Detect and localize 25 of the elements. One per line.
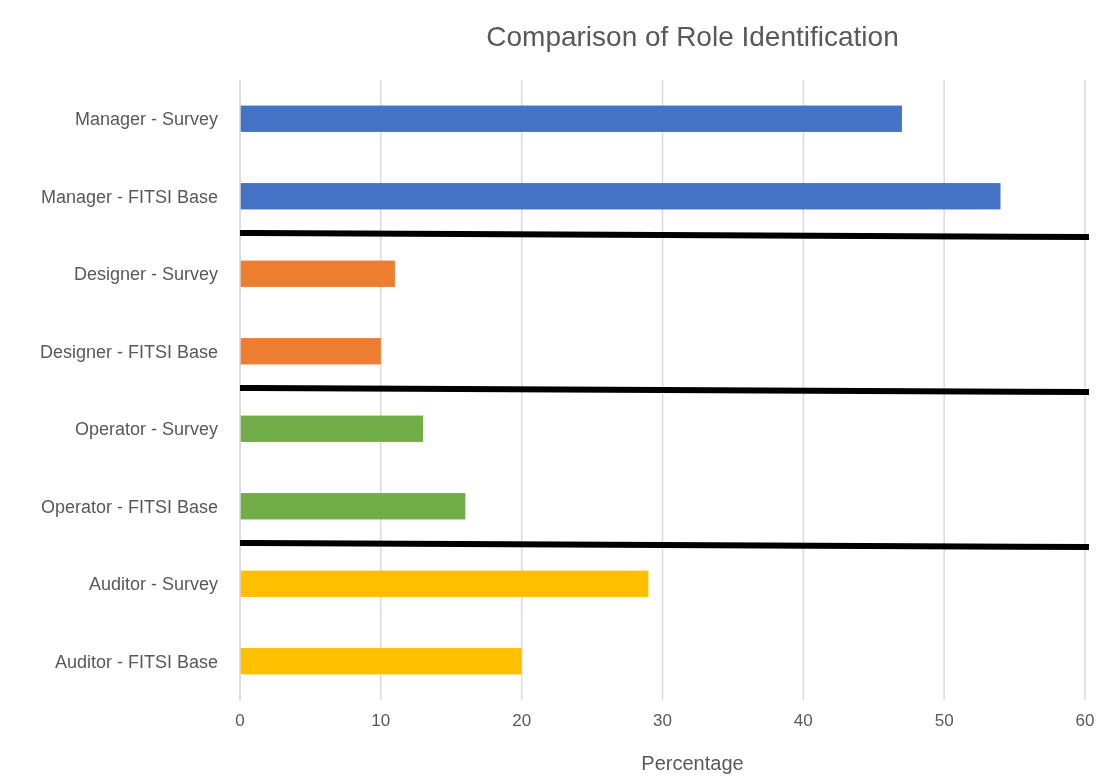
y-tick-label: Operator - FITSI Base <box>40 496 218 517</box>
y-tick-label: Auditor - FITSI Base <box>54 651 218 672</box>
bar <box>240 338 381 365</box>
y-tick-label: Auditor - Survey <box>88 574 218 595</box>
bar <box>240 105 902 132</box>
y-tick-label: Designer - FITSI Base <box>39 341 218 362</box>
bar <box>240 183 1001 210</box>
x-tick-label: 30 <box>653 711 672 730</box>
chart-title: Comparison of Role Identification <box>486 21 899 52</box>
x-tick-label: 40 <box>793 711 813 730</box>
x-tick-label: 20 <box>512 711 532 730</box>
x-tick-label: 10 <box>371 711 391 730</box>
x-tick-label: 0 <box>235 711 245 730</box>
x-tick-label: 60 <box>1075 711 1095 730</box>
y-tick-label: Designer - Survey <box>73 264 218 285</box>
x-axis-title: Percentage <box>641 752 744 774</box>
x-tick-label: 50 <box>934 711 954 730</box>
bar <box>240 260 395 287</box>
y-tick-label: Operator - Survey <box>74 419 218 440</box>
bar <box>240 648 522 675</box>
bar <box>240 570 649 597</box>
y-tick-label: Manager - Survey <box>74 109 218 130</box>
bar <box>240 415 424 442</box>
y-tick-label: Manager - FITSI Base <box>40 186 218 207</box>
bar <box>240 493 466 520</box>
